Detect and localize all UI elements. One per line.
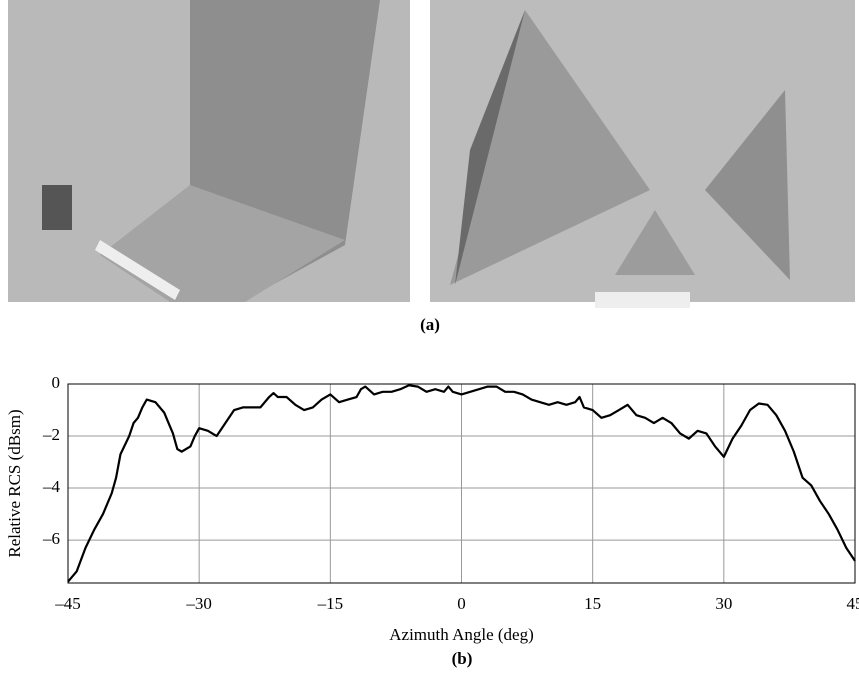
x-tick-label: 30 <box>715 594 732 613</box>
data-line <box>67 384 856 583</box>
x-axis-label: Azimuth Angle (deg) <box>389 625 533 644</box>
panel-label: (b) <box>452 649 473 668</box>
x-tick-label: 0 <box>457 594 466 613</box>
x-tick-label: –15 <box>317 594 344 613</box>
y-axis-label: Relative RCS (dBsm) <box>5 409 24 557</box>
x-tick-label: 45 <box>847 594 859 613</box>
photo-left <box>8 0 410 302</box>
plot-frame <box>67 383 856 584</box>
y-tick-label: –4 <box>42 477 61 496</box>
y-tick-label: –6 <box>42 529 60 548</box>
y-tick-label: 0 <box>52 373 61 392</box>
x-tick-label: –45 <box>54 594 81 613</box>
plot: 0 –2 –4 –6 –45 –30 –15 0 15 30 45 Azimuth Angle (de… <box>5 373 859 668</box>
photo-right <box>430 0 855 308</box>
panel-label: (a) <box>420 315 440 334</box>
x-tick-label: –30 <box>185 594 212 613</box>
x-tick-label: 15 <box>584 594 601 613</box>
y-tick-label: –2 <box>42 425 60 444</box>
